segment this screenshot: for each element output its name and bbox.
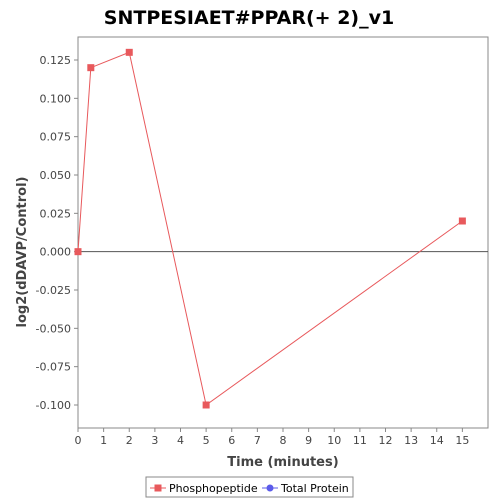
data-point xyxy=(458,217,466,225)
y-tick-label: 0.000 xyxy=(40,246,72,259)
y-tick-label: -0.100 xyxy=(36,399,71,412)
data-point xyxy=(87,64,95,72)
x-tick-label: 0 xyxy=(75,434,82,447)
legend-item-total-protein: Total Protein xyxy=(262,482,349,495)
legend-item-phosphopeptide: Phosphopeptide xyxy=(150,482,258,495)
x-tick-label: 5 xyxy=(203,434,210,447)
y-tick-label: 0.125 xyxy=(40,54,72,67)
y-tick-label: -0.075 xyxy=(36,361,71,374)
y-tick-label: -0.025 xyxy=(36,284,71,297)
y-tick-label: 0.100 xyxy=(40,92,72,105)
x-tick-label: 7 xyxy=(254,434,261,447)
x-tick-label: 13 xyxy=(404,434,418,447)
x-tick-label: 4 xyxy=(177,434,184,447)
y-tick-label: 0.075 xyxy=(40,131,72,144)
plot-area xyxy=(77,36,489,429)
x-tick-label: 8 xyxy=(280,434,287,447)
data-point xyxy=(125,48,133,56)
y-tick-label: -0.050 xyxy=(36,322,71,335)
x-tick-label: 10 xyxy=(327,434,341,447)
legend: Phosphopeptide Total Protein xyxy=(145,476,354,498)
data-point xyxy=(74,248,82,256)
x-tick-label: 11 xyxy=(353,434,367,447)
legend-total-protein-marker xyxy=(266,484,274,492)
x-tick-label: 15 xyxy=(455,434,469,447)
legend-phosphopeptide-label: Phosphopeptide xyxy=(169,482,258,495)
y-tick-label: 0.050 xyxy=(40,169,72,182)
legend-phosphopeptide-marker xyxy=(154,484,162,492)
x-tick-label: 2 xyxy=(126,434,133,447)
x-tick-label: 12 xyxy=(379,434,393,447)
legend-total-protein-label: Total Protein xyxy=(280,482,349,495)
y-tick-label: 0.025 xyxy=(40,207,72,220)
x-tick-label: 9 xyxy=(305,434,312,447)
x-tick-label: 6 xyxy=(228,434,235,447)
x-tick-label: 14 xyxy=(430,434,444,447)
chart-title: SNTPESIAET#PPAR(+ 2)_v1 xyxy=(104,7,394,29)
legend-box xyxy=(145,476,354,498)
data-point xyxy=(202,401,210,409)
x-axis-label: Time (minutes) xyxy=(227,455,338,470)
x-tick-label: 1 xyxy=(100,434,107,447)
x-tick-label: 3 xyxy=(151,434,158,447)
y-axis-label: log2(dDAVP/Control) xyxy=(15,177,30,328)
